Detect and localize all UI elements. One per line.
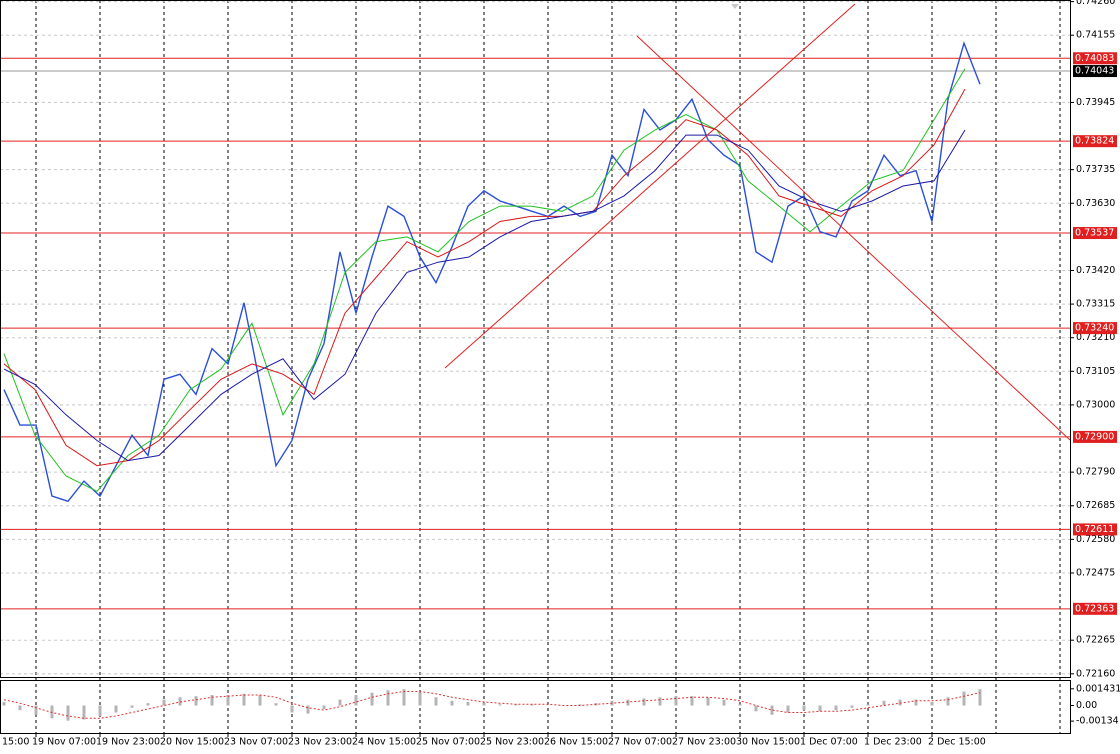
y-tick-label: 0.73420: [1076, 265, 1115, 276]
level-label: 0.73824: [1075, 136, 1114, 147]
sub-y-tick-label: 0.001431: [1076, 683, 1120, 694]
level-label-box: [1073, 227, 1117, 240]
level-label: 0.72363: [1075, 603, 1114, 614]
x-tick-label: 15:00: [2, 737, 29, 748]
y-tick-label: 0.73630: [1076, 198, 1115, 209]
sub-y-tick-label: 0.00: [1076, 700, 1097, 711]
price-label: 0.74043: [1075, 66, 1114, 77]
x-tick-label: 30 Nov 15:00: [736, 737, 800, 748]
y-tick-label: 0.73735: [1076, 164, 1115, 175]
moving-average: [3, 88, 966, 467]
y-tick-label: 0.73945: [1076, 97, 1115, 108]
level-label-box: [1073, 430, 1117, 443]
sub-frame: [0, 680, 1071, 734]
x-tick-label: 19 Nov 07:00: [32, 737, 96, 748]
trend-line: [636, 35, 1071, 441]
level-label: 0.73537: [1075, 228, 1114, 239]
moving-average: [3, 68, 966, 492]
y-tick-label: 0.72685: [1076, 500, 1115, 511]
x-tick-label: 25 Nov 07:00: [416, 737, 480, 748]
x-tick-label: 26 Nov 15:00: [544, 737, 608, 748]
y-tick-label: 0.73000: [1076, 399, 1115, 410]
price-label-box: [1073, 65, 1117, 78]
y-tick-label: 0.72265: [1076, 635, 1115, 646]
sub-y-tick-label: -0.00134: [1076, 716, 1119, 727]
signal-line: [3, 691, 981, 719]
x-tick-label: 27 Nov 23:00: [672, 737, 736, 748]
level-label-box: [1073, 523, 1117, 536]
x-tick-label: 20 Nov 15:00: [160, 737, 224, 748]
y-tick-label: 0.72475: [1076, 567, 1115, 578]
trend-line: [444, 3, 856, 369]
plot: [0, 41, 1070, 721]
y-tick-label: 0.73210: [1076, 332, 1115, 343]
level-label-box: [1073, 322, 1117, 335]
level-label: 0.74083: [1075, 53, 1114, 64]
level-label-box: [1073, 135, 1117, 148]
y-tick-label: 0.72790: [1076, 467, 1115, 478]
y-tick-label: 0.74155: [1076, 30, 1115, 41]
level-label: 0.73240: [1075, 323, 1114, 334]
x-tick-label: 1 Dec 23:00: [864, 737, 922, 748]
y-tick-label: 0.74260: [1076, 0, 1115, 7]
level-label: 0.72611: [1075, 524, 1114, 535]
x-tick-label: 23 Nov 23:00: [288, 737, 352, 748]
moving-average: [3, 129, 966, 462]
x-tick-label: 24 Nov 15:00: [352, 737, 416, 748]
x-tick-label: 23 Nov 07:00: [224, 737, 288, 748]
y-tick-label: 0.73315: [1076, 299, 1115, 310]
x-tick-label: 27 Nov 07:00: [608, 737, 672, 748]
shift-marker: [731, 4, 739, 9]
level-label: 0.72900: [1075, 431, 1114, 442]
x-tick-label: 1 Dec 07:00: [800, 737, 858, 748]
main-frame: [0, 0, 1071, 678]
x-tick-label: 2 Dec 15:00: [928, 737, 986, 748]
level-label-box: [1073, 602, 1117, 615]
x-tick-label: 19 Nov 23:00: [96, 737, 160, 748]
y-tick-label: 0.73105: [1076, 366, 1115, 377]
level-label-box: [1073, 52, 1117, 65]
y-tick-label: 0.72580: [1076, 534, 1115, 545]
x-tick-label: 25 Nov 23:00: [480, 737, 544, 748]
y-tick-label: 0.72160: [1076, 668, 1115, 679]
